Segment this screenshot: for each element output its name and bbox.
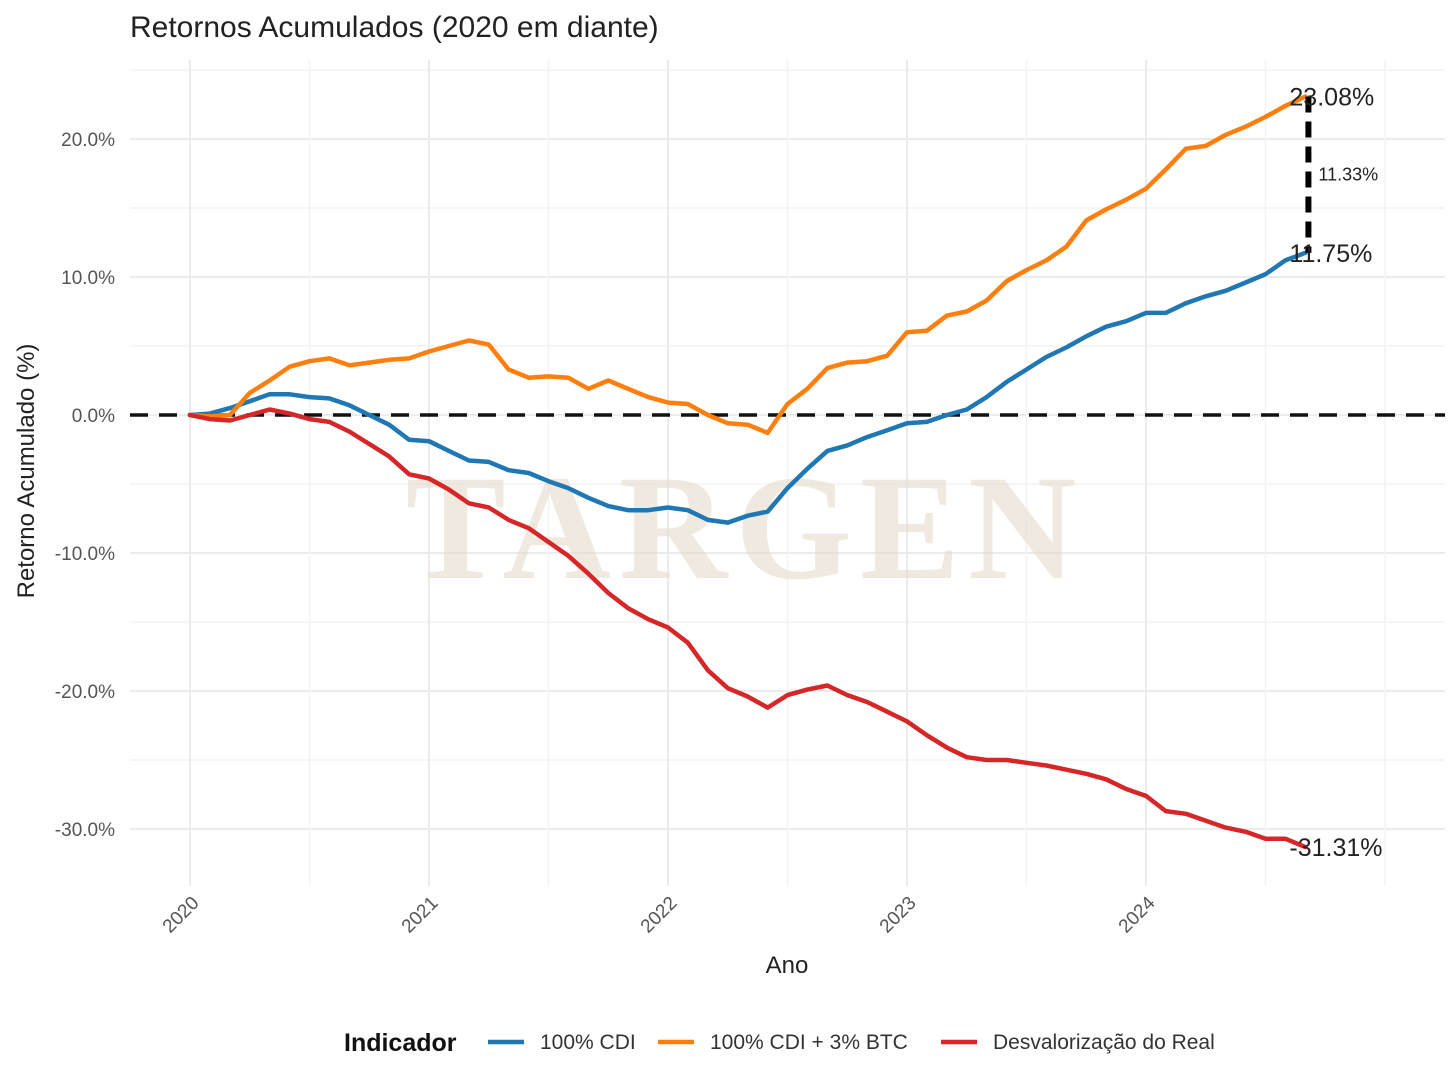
x-tick-label: 2024 — [1115, 892, 1160, 937]
series-lines — [187, 94, 1308, 850]
end-label-1: 23.08% — [1289, 83, 1374, 111]
y-tick-labels: 20.0% 10.0% 0.0% -10.0% -20.0% -30.0% — [55, 130, 115, 841]
end-labels: 11.75% 23.08% -31.31% — [1289, 83, 1382, 862]
y-tick-label: 10.0% — [61, 268, 115, 289]
x-tick-label: 2020 — [159, 893, 204, 938]
series-line-2 — [187, 407, 1308, 850]
series-line-1 — [187, 94, 1308, 436]
legend-title: Indicador — [344, 1029, 457, 1057]
y-tick-label: -10.0% — [55, 544, 115, 565]
difference-annotation: 11.33% — [1305, 96, 1378, 253]
legend: Indicador 100% CDI 100% CDI + 3% BTC Desva… — [344, 1029, 1215, 1057]
x-tick-label: 2021 — [398, 893, 443, 938]
series-line-0 — [187, 250, 1308, 525]
y-tick-label: 0.0% — [72, 406, 115, 427]
x-tick-label: 2022 — [637, 893, 682, 938]
end-label-2: -31.31% — [1289, 834, 1382, 862]
y-tick-label: 20.0% — [61, 130, 115, 151]
y-tick-label: -30.0% — [55, 820, 115, 841]
x-axis-label: Ano — [766, 952, 809, 979]
legend-label-2: Desvalorização do Real — [993, 1031, 1215, 1054]
x-tick-labels: 2020 2021 2022 2023 2024 — [159, 892, 1160, 937]
x-tick-label: 2023 — [876, 893, 921, 938]
y-tick-label: -20.0% — [55, 682, 115, 703]
legend-label-1: 100% CDI + 3% BTC — [710, 1031, 908, 1054]
chart-title: Retornos Acumulados (2020 em diante) — [130, 11, 659, 44]
legend-items: 100% CDI 100% CDI + 3% BTC Desvalorização … — [488, 1031, 1215, 1054]
grid-layer — [130, 60, 1445, 886]
y-axis-label: Retorno Acumulado (%) — [13, 344, 40, 599]
end-label-0: 11.75% — [1289, 240, 1372, 268]
difference-label: 11.33% — [1318, 165, 1378, 185]
legend-label-0: 100% CDI — [540, 1031, 636, 1054]
